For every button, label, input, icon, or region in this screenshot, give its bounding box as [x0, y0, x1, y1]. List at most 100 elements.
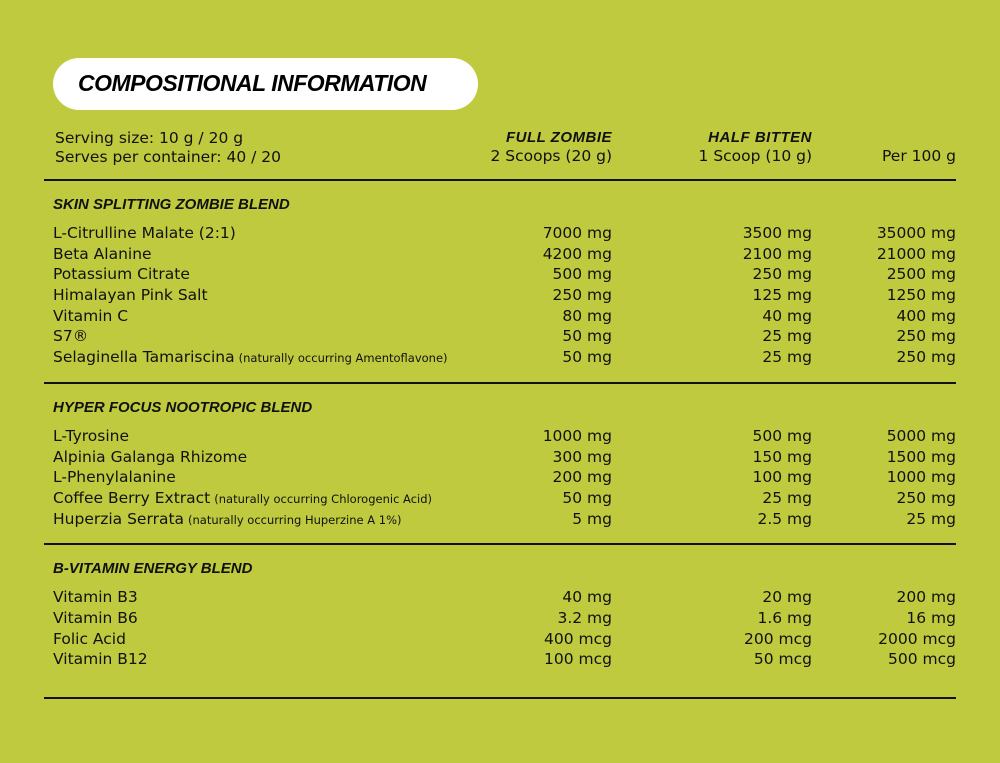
serving-size: Serving size: 10 g / 20 g — [55, 129, 244, 147]
serving-info: Serving size: 10 g / 20 g Serves per con… — [55, 129, 281, 167]
column-header-full-zombie: FULL ZOMBIE 2 Scoops (20 g) — [490, 128, 612, 166]
half-bitten-value: 25 mg — [762, 488, 812, 507]
table-row: Vitamin C 80 mg 40 mg 400 mg — [44, 306, 956, 327]
ingredient-name-cell: Vitamin B12 — [53, 649, 148, 670]
ingredient-name: Beta Alanine — [53, 244, 152, 263]
table-row: L-Tyrosine 1000 mg 500 mg 5000 mg — [44, 426, 956, 447]
half-bitten-value: 2100 mg — [742, 244, 812, 263]
ingredient-name: Vitamin C — [53, 306, 129, 325]
full-zombie-value: 40 mg — [562, 588, 612, 607]
full-zombie-value: 3.2 mg — [557, 608, 612, 627]
table-row: Vitamin B3 40 mg 20 mg 200 mg — [44, 587, 956, 608]
column-sub: Per 100 g — [882, 147, 956, 165]
ingredient-name: Himalayan Pink Salt — [53, 286, 208, 305]
ingredient-name-cell: L-Citrulline Malate (2:1) — [53, 223, 236, 244]
per-100g-value: 250 mg — [896, 327, 956, 346]
column-sub: 2 Scoops (20 g) — [490, 147, 612, 165]
full-zombie-value: 1000 mg — [542, 426, 612, 445]
page-title: COMPOSITIONAL INFORMATION — [78, 70, 427, 96]
ingredient-name-cell: Vitamin C — [53, 306, 128, 327]
composition-table: SKIN SPLITTING ZOMBIE BLEND L-Citrulline… — [44, 179, 956, 699]
full-zombie-value: 5 mg — [572, 509, 612, 528]
per-100g-value: 250 mg — [896, 348, 956, 367]
half-bitten-value: 500 mg — [752, 426, 812, 445]
half-bitten-value: 250 mg — [752, 265, 812, 284]
table-row: Folic Acid 400 mcg 200 mcg 2000 mcg — [44, 629, 956, 650]
table-row: Vitamin B6 3.2 mg 1.6 mg 16 mg — [44, 608, 956, 629]
ingredient-name-cell: L-Phenylalanine — [53, 467, 176, 488]
table-row: S7® 50 mg 25 mg 250 mg — [44, 326, 956, 347]
half-bitten-value: 1.6 mg — [757, 608, 812, 627]
ingredient-name: Potassium Citrate — [53, 265, 190, 284]
ingredient-note: (naturally occurring Chlorogenic Acid) — [214, 491, 433, 506]
per-100g-value: 1250 mg — [886, 286, 956, 305]
per-100g-value: 250 mg — [896, 488, 956, 507]
full-zombie-value: 4200 mg — [542, 244, 612, 263]
table-row: Potassium Citrate 500 mg 250 mg 2500 mg — [44, 264, 956, 285]
ingredient-name-cell: Himalayan Pink Salt — [53, 285, 208, 306]
ingredient-name-cell: S7® — [53, 326, 88, 347]
ingredient-name: L-Citrulline Malate (2:1) — [53, 224, 236, 242]
per-100g-value: 25 mg — [906, 509, 956, 528]
table-row: Selaginella Tamariscina (naturally occurr… — [44, 347, 956, 368]
section-title: HYPER FOCUS NOOTROPIC BLEND — [53, 398, 313, 416]
full-zombie-value: 100 mcg — [544, 650, 612, 669]
full-zombie-value: 500 mg — [552, 265, 612, 284]
full-zombie-value: 50 mg — [562, 327, 612, 346]
full-zombie-value: 300 mg — [552, 447, 612, 466]
full-zombie-value: 7000 mg — [542, 224, 612, 242]
ingredient-name-cell: Beta Alanine — [53, 244, 152, 265]
full-zombie-value: 250 mg — [552, 286, 612, 305]
ingredient-name-cell: Coffee Berry Extract (naturally occurring… — [53, 488, 432, 510]
table-row: L-Citrulline Malate (2:1) 7000 mg 3500 m… — [44, 223, 956, 244]
table-row: Coffee Berry Extract (naturally occurring… — [44, 488, 956, 509]
half-bitten-value: 25 mg — [762, 348, 812, 367]
ingredient-name: Alpinia Galanga Rhizome — [53, 447, 248, 466]
ingredient-name: Selaginella Tamariscina — [53, 348, 235, 367]
table-row: Beta Alanine 4200 mg 2100 mg 21000 mg — [44, 244, 956, 265]
half-bitten-value: 50 mcg — [753, 650, 812, 669]
full-zombie-value: 50 mg — [562, 488, 612, 507]
ingredient-name: L-Phenylalanine — [53, 468, 176, 487]
per-100g-value: 1500 mg — [886, 447, 956, 466]
half-bitten-value: 100 mg — [752, 468, 812, 487]
serves-per-container: Serves per container: 40 / 20 — [55, 148, 281, 166]
ingredient-name: Vitamin B12 — [53, 650, 148, 669]
column-header-per-100g: Per 100 g — [882, 147, 956, 166]
ingredient-note: (naturally occurring Huperzine A 1%) — [188, 512, 402, 527]
half-bitten-value: 40 mg — [762, 306, 812, 325]
table-row: Himalayan Pink Salt 250 mg 125 mg 1250 m… — [44, 285, 956, 306]
ingredient-name-cell: Selaginella Tamariscina (naturally occurr… — [53, 347, 448, 369]
ingredient-name-cell: Vitamin B6 — [53, 608, 138, 629]
per-100g-value: 21000 mg — [876, 244, 956, 263]
ingredient-name-cell: Folic Acid — [53, 629, 126, 650]
per-100g-value: 5000 mg — [886, 426, 956, 445]
blend-section: B-VITAMIN ENERGY BLEND Vitamin B3 40 mg … — [44, 543, 956, 699]
per-100g-value: 2000 mcg — [878, 629, 956, 648]
ingredient-name: L-Tyrosine — [53, 426, 130, 445]
half-bitten-value: 2.5 mg — [757, 509, 812, 528]
per-100g-value: 200 mg — [896, 588, 956, 607]
full-zombie-value: 80 mg — [562, 306, 612, 325]
per-100g-value: 16 mg — [906, 608, 956, 627]
column-name: FULL ZOMBIE — [505, 129, 612, 146]
half-bitten-value: 200 mcg — [744, 629, 812, 648]
per-100g-value: 500 mcg — [888, 650, 956, 669]
table-row: Vitamin B12 100 mcg 50 mcg 500 mcg — [44, 649, 956, 670]
ingredient-name: Coffee Berry Extract — [53, 488, 211, 507]
per-100g-value: 2500 mg — [886, 265, 956, 284]
column-header-half-bitten: HALF BITTEN 1 Scoop (10 g) — [699, 128, 812, 166]
ingredient-name: Folic Acid — [53, 629, 126, 648]
ingredient-name: Huperzia Serrata — [53, 509, 185, 528]
section-title: SKIN SPLITTING ZOMBIE BLEND — [53, 196, 290, 213]
ingredient-name-cell: Huperzia Serrata (naturally occurring Hup… — [53, 509, 401, 531]
half-bitten-value: 125 mg — [752, 286, 812, 305]
blend-section: HYPER FOCUS NOOTROPIC BLEND L-Tyrosine 1… — [44, 381, 956, 543]
half-bitten-value: 150 mg — [752, 447, 812, 466]
section-title: B-VITAMIN ENERGY BLEND — [53, 560, 253, 578]
column-sub: 1 Scoop (10 g) — [698, 147, 812, 165]
table-row: L-Phenylalanine 200 mg 100 mg 1000 mg — [44, 467, 956, 488]
ingredient-name-cell: Alpinia Galanga Rhizome — [53, 447, 247, 468]
full-zombie-value: 200 mg — [552, 468, 612, 487]
